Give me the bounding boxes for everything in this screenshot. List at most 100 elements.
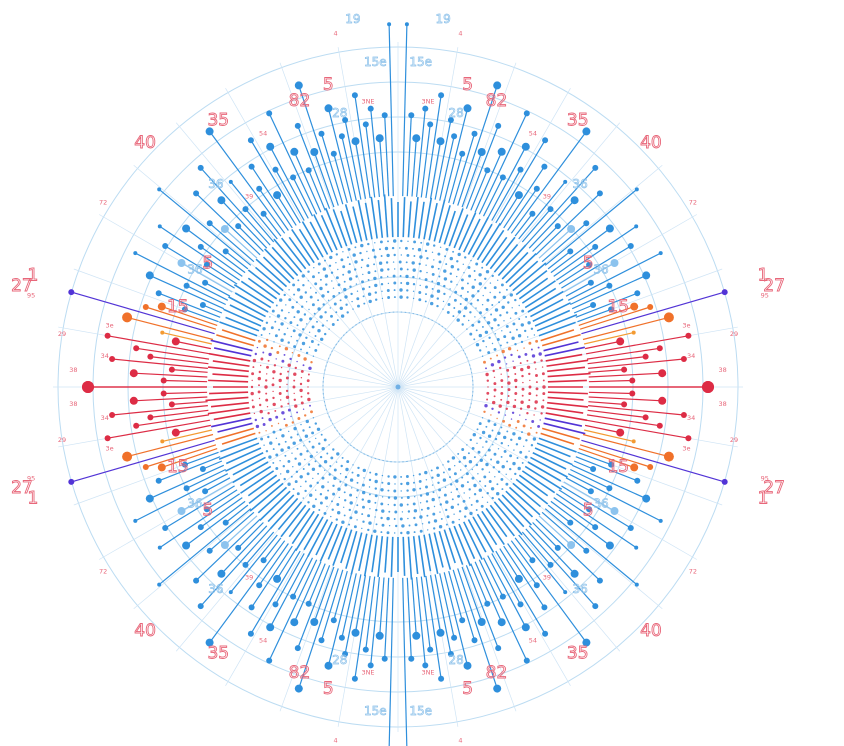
mesh-dot [506,400,510,405]
mesh-dot [514,311,518,315]
lollipop-stem [491,169,522,221]
lollipop-stem [384,115,390,197]
mesh-dot [445,508,448,512]
mesh-dot [276,351,280,354]
lollipop-stem [245,208,275,243]
mesh-dot [413,481,415,484]
band-tick [345,530,358,569]
mesh-dot [279,298,283,302]
category-label: 36 [187,497,202,511]
band-tick [211,417,252,428]
band-tick [383,194,389,238]
mesh-dot [533,361,536,364]
lollipop-stem [162,429,213,442]
value-label: 15 [167,297,189,317]
mesh-dot [457,494,461,498]
mesh-dot [484,485,487,487]
mesh-dot [286,383,288,386]
mesh-dot [452,315,455,318]
mesh-dot [275,304,278,307]
mesh-dot [353,525,357,529]
mesh-dot [419,255,423,259]
mesh-dot [309,493,313,497]
band-tick [332,527,348,566]
mesh-dot [300,485,302,488]
lollipop-stem [532,225,559,252]
band-tick [463,218,481,253]
minor-label: 29 [58,330,66,338]
mesh-dot [366,250,368,253]
mesh-dot [487,448,491,452]
mesh-dot [299,295,303,299]
mesh-dot [482,446,484,448]
band-tick [521,280,556,304]
lollipop-stem [470,170,488,211]
lollipop-head [145,271,154,280]
minor-label: 54 [259,129,267,137]
mesh-dot [436,304,439,308]
mesh-dot [478,333,482,338]
mesh-dot [487,419,491,423]
lollipop-head [592,243,599,250]
mesh-dot [267,412,270,415]
lollipop-head [197,524,204,531]
lollipop-head [517,166,524,173]
lollipop-stem [578,306,635,326]
mesh-dot [367,499,371,504]
lollipop-stem [448,570,463,621]
mesh-dot [526,359,529,362]
lollipop-head [133,251,138,256]
mesh-dot [362,295,365,298]
lollipop-stem [320,569,344,641]
mesh-dot [467,452,470,455]
mesh-dot [299,438,303,442]
lollipop-head [570,196,579,205]
mesh-dot [500,455,503,458]
band-tick [505,490,534,518]
mesh-dot [476,299,480,302]
band-tick [540,432,575,445]
mesh-dot [527,321,531,325]
mesh-dot [487,386,489,388]
mesh-dot [453,307,456,309]
band-tick [240,280,275,304]
mesh-dot [367,514,371,518]
band-tick [207,366,249,373]
lollipop-stem [507,543,538,586]
lollipop-head [642,414,649,421]
lollipop-head [256,582,263,589]
lollipop-stem [250,550,301,635]
lollipop-head [157,582,162,587]
lollipop-stem [333,570,348,621]
mesh-dot [387,482,391,486]
band-tick [208,352,251,362]
mesh-dot [316,320,318,323]
mesh-dot [259,409,263,414]
mesh-dot [380,283,384,286]
lollipop-stem [585,335,689,355]
mesh-dot [296,492,300,496]
mesh-dot [352,308,354,310]
mesh-dot [406,496,410,499]
mesh-dot [284,440,287,443]
lollipop-head [412,631,421,640]
category-label: 28 [332,106,347,120]
lollipop-stem [555,225,637,281]
mesh-dot [488,471,491,473]
lollipop-head [199,466,206,472]
mesh-dot [349,516,353,520]
mesh-dot [485,367,487,370]
lollipop-stem [150,409,209,418]
lollipop-head [583,547,590,554]
lollipop-head [266,623,275,632]
mesh-dot [297,417,301,420]
mesh-dot [453,513,455,515]
mesh-dot [431,497,435,502]
mesh-dot [337,283,341,287]
lollipop-stem [553,497,596,528]
lollipop-head [523,110,530,117]
mesh-dot [438,275,441,278]
band-tick [319,523,338,562]
lollipop-head [157,302,166,311]
mesh-dot [493,318,497,322]
